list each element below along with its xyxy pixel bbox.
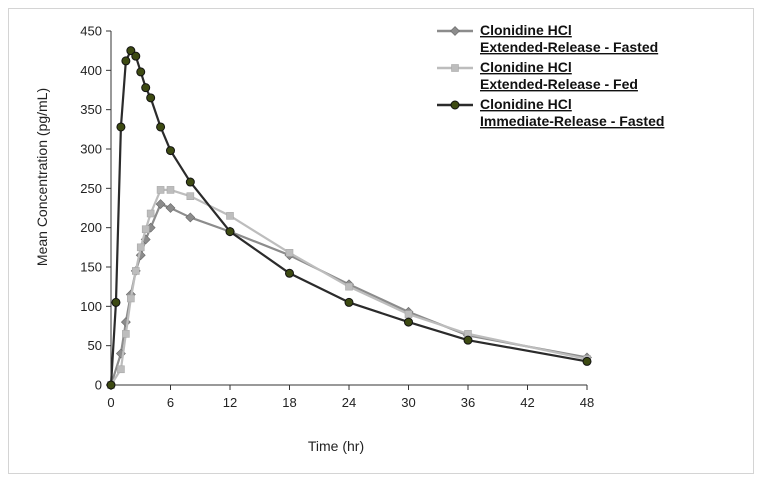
y-tick-label: 450 (80, 24, 102, 39)
x-tick-label: 30 (401, 395, 415, 410)
y-tick-label: 400 (80, 63, 102, 78)
legend-label: Clonidine HCl (480, 96, 572, 112)
y-tick-labels: 0 50 100 150 200 250 300 350 400 450 (80, 24, 102, 393)
data-point-er-fed (345, 282, 353, 291)
data-point-er-fed (136, 243, 145, 252)
x-tick-label: 42 (520, 395, 534, 410)
data-point-ir-fasted (131, 51, 141, 61)
series-line-er-fasted (109, 202, 588, 386)
x-tick-label: 48 (580, 395, 594, 410)
y-tick-label: 50 (88, 338, 102, 353)
x-tick-label: 12 (223, 395, 237, 410)
data-point-er-fed (131, 267, 140, 275)
x-tick-label: 0 (107, 395, 114, 410)
data-point-er-fed (122, 330, 130, 338)
data-point-ir-fasted (141, 83, 151, 93)
data-point-ir-fasted (136, 67, 146, 77)
series-er-fed (107, 186, 591, 389)
data-point-ir-fasted (404, 317, 413, 327)
legend-swatch-marker (450, 26, 460, 36)
chart-frame: 0 50 100 150 200 250 300 350 400 450 0 6 12 18 24 30 36… (8, 8, 754, 474)
data-point-ir-fasted (344, 297, 354, 307)
legend-label: Clonidine HCl (480, 59, 572, 75)
legend-swatch-marker (450, 100, 460, 110)
data-point-er-fed (285, 249, 294, 257)
data-point-ir-fasted (185, 177, 195, 187)
x-tick-label: 36 (461, 395, 475, 410)
y-axis-title: Mean Concentration (pg/mL) (34, 88, 50, 266)
legend-label: Extended-Release - Fed (480, 76, 638, 92)
x-axis-title: Time (hr) (308, 438, 364, 454)
data-point-er-fed (127, 294, 135, 303)
data-point-ir-fasted (121, 56, 131, 66)
y-tick-label: 300 (80, 142, 102, 157)
data-point-ir-fasted (225, 227, 235, 237)
y-tick-label: 200 (80, 220, 102, 235)
data-point-ir-fasted (111, 297, 121, 307)
data-point-er-fed (186, 192, 195, 200)
series-line-ir-fasted (109, 49, 588, 386)
y-tick-label: 250 (80, 181, 102, 196)
data-point-ir-fasted (106, 380, 116, 390)
data-point-er-fasted (165, 203, 176, 213)
x-tick-label: 6 (167, 395, 174, 410)
data-point-er-fed (141, 225, 150, 234)
data-point-ir-fasted (126, 46, 136, 56)
x-tick-label: 24 (342, 395, 356, 410)
legend-label: Immediate-Release - Fasted (480, 113, 664, 129)
y-tick-label: 150 (80, 260, 102, 275)
legend-swatch-marker (451, 64, 459, 72)
series-er-fasted (106, 199, 592, 390)
data-point-ir-fasted (285, 268, 294, 278)
data-point-er-fed (156, 186, 165, 194)
series-group (106, 46, 592, 390)
data-point-ir-fasted (463, 335, 473, 345)
data-point-er-fasted (155, 199, 166, 209)
data-point-ir-fasted (166, 146, 175, 156)
x-tick-label: 18 (282, 395, 296, 410)
line-chart: 0 50 100 150 200 250 300 350 400 450 0 6 12 18 24 30 36… (34, 22, 664, 454)
legend-label: Extended-Release - Fasted (480, 39, 658, 55)
y-tick-label: 0 (95, 378, 102, 393)
x-tick-labels: 0 6 12 18 24 30 36 42 48 (107, 395, 594, 410)
data-point-er-fed (166, 186, 175, 194)
data-point-er-fed (146, 209, 155, 218)
data-point-er-fed (404, 310, 413, 319)
y-tick-label: 350 (80, 102, 102, 117)
data-point-ir-fasted (156, 122, 166, 132)
data-point-er-fed (117, 365, 125, 374)
data-point-ir-fasted (116, 122, 126, 132)
series-ir-fasted (106, 46, 592, 390)
legend-label: Clonidine HCl (480, 22, 572, 38)
data-point-ir-fasted (146, 93, 156, 103)
data-point-er-fasted (185, 212, 196, 223)
y-tick-label: 100 (80, 299, 102, 314)
data-point-er-fed (226, 212, 234, 220)
data-point-ir-fasted (582, 356, 592, 366)
